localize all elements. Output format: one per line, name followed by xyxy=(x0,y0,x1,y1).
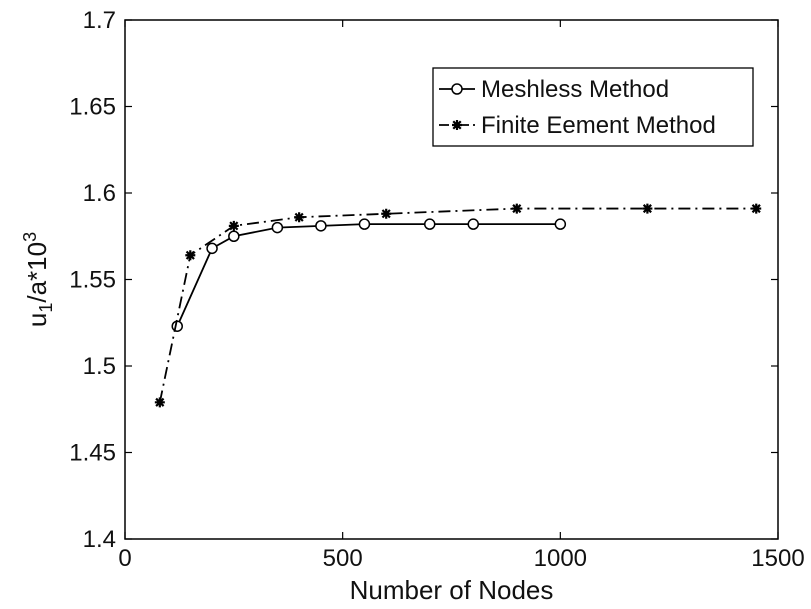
x-tick-label: 1000 xyxy=(534,545,587,572)
star-marker-strokes xyxy=(381,208,392,219)
y-axis-title-base: u xyxy=(22,313,52,327)
legend-box xyxy=(432,67,754,147)
x-axis-title: Number of Nodes xyxy=(350,575,554,605)
y-tick-label: 1.4 xyxy=(83,526,116,553)
legend-marker xyxy=(452,120,462,130)
series-group xyxy=(154,203,762,408)
star-marker-strokes xyxy=(154,397,165,408)
data-point xyxy=(154,397,165,408)
star-marker-strokes xyxy=(452,120,462,130)
x-tick-label: 1500 xyxy=(751,545,804,572)
y-tick-label: 1.6 xyxy=(83,180,116,207)
y-axis-title-middle: /a*10 xyxy=(22,242,52,303)
legend-label: Meshless Method xyxy=(481,76,669,103)
y-tick-label: 1.45 xyxy=(69,440,116,467)
data-point xyxy=(206,242,218,255)
data-point xyxy=(467,218,480,230)
y-tick-label: 1.5 xyxy=(83,353,116,380)
star-marker-strokes xyxy=(294,212,305,223)
legend-marker xyxy=(451,83,463,95)
star-marker-strokes xyxy=(642,203,653,214)
data-point xyxy=(642,203,653,214)
data-point xyxy=(228,230,240,242)
data-point xyxy=(381,208,392,219)
x-tick-label: 0 xyxy=(118,545,131,572)
series-line xyxy=(158,207,757,403)
star-marker-strokes xyxy=(185,250,196,261)
legend: Meshless Method Finite Eement Method xyxy=(432,67,754,147)
y-axis-title-superscript: 3 xyxy=(20,232,40,242)
data-point xyxy=(315,220,327,232)
y-tick-label: 1.7 xyxy=(83,7,116,34)
y-tick-label: 1.65 xyxy=(69,94,116,121)
data-point xyxy=(511,203,522,214)
data-point xyxy=(358,218,371,230)
series-finite-element-method xyxy=(154,203,762,408)
data-point xyxy=(185,250,196,261)
star-marker-strokes xyxy=(751,203,762,214)
star-marker-strokes xyxy=(228,220,239,231)
y-tick-label: 1.55 xyxy=(69,267,116,294)
legend-label: Finite Eement Method xyxy=(481,112,716,139)
y-axis-title: u1/a*103 xyxy=(20,232,56,327)
y-axis-title-subscript: 1 xyxy=(36,303,56,313)
axis-ticks: 0 500 1000 1500 1.4 1.45 1.5 1.55 1.6 1.65 1.7 xyxy=(69,7,804,572)
data-point xyxy=(294,212,305,223)
data-point xyxy=(228,220,239,231)
data-point xyxy=(423,218,436,230)
star-marker-strokes xyxy=(511,203,522,214)
data-point xyxy=(271,221,284,234)
data-point xyxy=(751,203,762,214)
data-point xyxy=(554,218,567,230)
x-tick-label: 500 xyxy=(323,545,363,572)
